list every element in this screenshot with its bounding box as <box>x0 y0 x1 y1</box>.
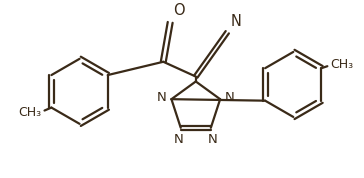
Text: O: O <box>173 3 185 19</box>
Text: N: N <box>208 133 218 146</box>
Text: N: N <box>174 133 184 146</box>
Text: N: N <box>157 91 166 104</box>
Text: CH₃: CH₃ <box>19 106 41 119</box>
Text: N: N <box>230 14 241 29</box>
Text: N: N <box>225 91 235 104</box>
Text: CH₃: CH₃ <box>330 58 353 71</box>
